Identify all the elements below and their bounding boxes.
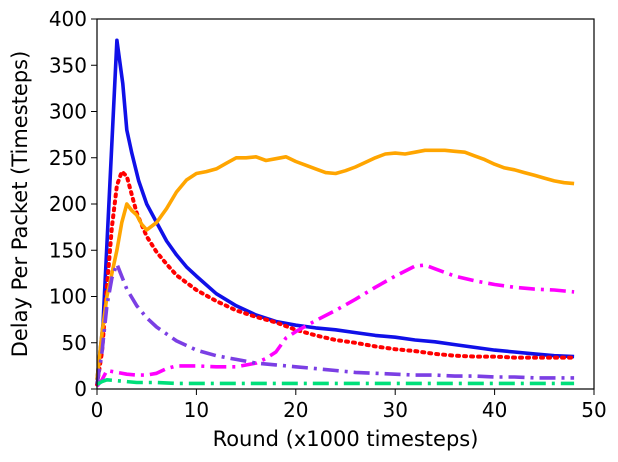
y-tick-label: 150 bbox=[49, 238, 87, 262]
series-line-1 bbox=[95, 38, 575, 380]
y-axis-label: Delay Per Packet (Timesteps) bbox=[8, 51, 32, 358]
plot-frame bbox=[96, 18, 595, 390]
x-tick-label: 40 bbox=[482, 398, 507, 422]
x-axis-label: Round (x1000 timesteps) bbox=[213, 427, 479, 451]
y-tick-label: 50 bbox=[62, 331, 87, 355]
tick-layer: 0 10 20 30 40 50 0 50 100 150 200 250 300 350 400 bbox=[49, 7, 607, 422]
y-tick-label: 250 bbox=[49, 146, 87, 170]
series-line-6 bbox=[96, 377, 575, 386]
y-tick-label: 100 bbox=[49, 285, 87, 309]
series-line-3 bbox=[95, 148, 575, 380]
y-tick-label: 300 bbox=[49, 100, 87, 124]
x-tick-label: 20 bbox=[283, 398, 308, 422]
series-line-4 bbox=[95, 263, 575, 388]
x-tick-label: 0 bbox=[91, 398, 104, 422]
series-line-5 bbox=[95, 262, 575, 385]
y-tick-label: 350 bbox=[49, 53, 87, 77]
x-tick-label: 10 bbox=[184, 398, 209, 422]
x-tick-label: 50 bbox=[581, 398, 606, 422]
y-tick-label: 400 bbox=[49, 7, 87, 31]
y-tick-label: 200 bbox=[49, 192, 87, 216]
series-line-2 bbox=[95, 169, 577, 387]
series-layer bbox=[95, 38, 577, 388]
x-tick-label: 30 bbox=[382, 398, 407, 422]
y-tick-label: 0 bbox=[74, 377, 87, 401]
